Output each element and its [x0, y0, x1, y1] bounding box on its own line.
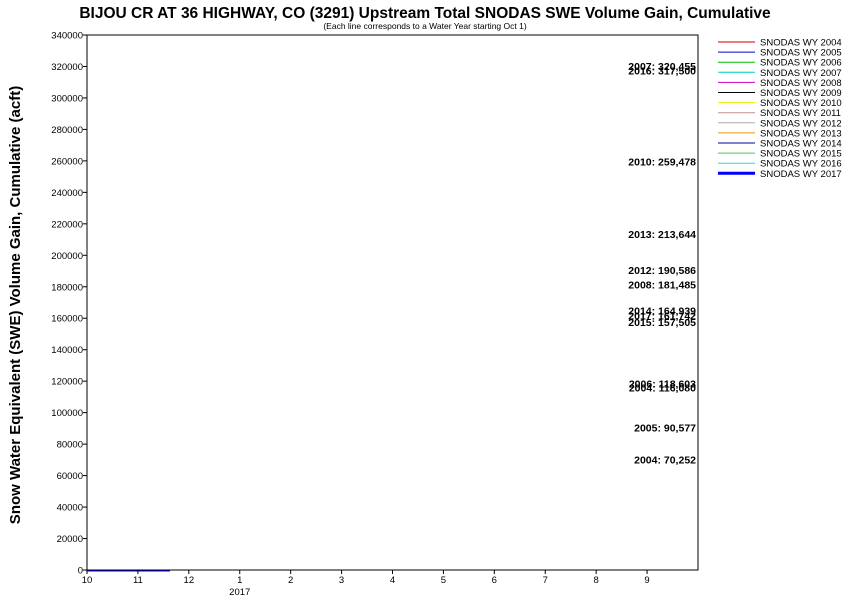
legend-entry: SNODAS WY 2007: [760, 68, 842, 79]
chart-title: BIJOU CR AT 36 HIGHWAY, CO (3291) Upstre…: [79, 5, 771, 22]
series-end-label: 2006: 118,603: [629, 378, 696, 390]
legend-entry: SNODAS WY 2009: [760, 88, 842, 99]
legend-entry: SNODAS WY 2011: [760, 108, 841, 119]
legend-entry: SNODAS WY 2017: [760, 169, 842, 180]
series-end-label: 2014: 164,939: [628, 305, 696, 317]
series-end-label: 2008: 181,485: [628, 279, 696, 291]
x-tick-label: 12: [184, 575, 195, 586]
x-tick-label: 10: [82, 575, 93, 586]
legend-entry: SNODAS WY 2012: [760, 118, 842, 129]
x-tick-label: 7: [543, 575, 548, 586]
series-end-label: 2005: 90,577: [634, 422, 696, 434]
x-tick-label: 3: [339, 575, 344, 586]
series-end-label: 2016: 317,500: [628, 65, 696, 77]
y-tick-label: 300000: [51, 93, 83, 104]
y-tick-label: 240000: [51, 188, 83, 199]
legend-entry: SNODAS WY 2010: [760, 98, 842, 109]
y-tick-label: 180000: [51, 282, 83, 293]
x-tick-label: 1: [237, 575, 242, 586]
series-end-label: 2013: 213,644: [628, 229, 696, 241]
y-tick-label: 120000: [51, 377, 83, 388]
legend-entry: SNODAS WY 2006: [760, 58, 842, 69]
legend-entry: SNODAS WY 2014: [760, 139, 842, 150]
x-tick-label: 9: [644, 575, 649, 586]
series-end-label: 2010: 259,478: [628, 157, 696, 169]
y-tick-label: 140000: [51, 345, 83, 356]
x-tick-label: 11: [133, 575, 143, 586]
x-tick-label: 8: [594, 575, 599, 586]
legend-entry: SNODAS WY 2008: [760, 78, 842, 89]
series-end-label: 2012: 190,586: [628, 265, 696, 277]
y-tick-label: 340000: [51, 31, 83, 42]
legend-entry: SNODAS WY 2015: [760, 149, 842, 160]
y-tick-label: 20000: [57, 534, 83, 545]
y-tick-label: 160000: [51, 314, 83, 325]
y-tick-label: 60000: [57, 471, 83, 482]
legend-entry: SNODAS WY 2013: [760, 128, 842, 139]
x-tick-label: 5: [441, 575, 446, 586]
series-end-label: 2017: 161,742: [628, 310, 696, 322]
legend-entry: SNODAS WY 2004: [760, 38, 842, 49]
x-tick-label: 6: [492, 575, 497, 586]
y-tick-label: 40000: [57, 503, 83, 514]
x-tick-label: 2: [288, 575, 293, 586]
plot-frame: [86, 34, 699, 571]
y-tick-label: 80000: [57, 440, 83, 451]
y-tick-label: 200000: [51, 251, 83, 262]
y-axis-label: Snow Water Equivalent (SWE) Volume Gain,…: [7, 86, 24, 524]
y-tick-label: 260000: [51, 156, 83, 167]
x-year-label: 2017: [229, 587, 250, 598]
y-tick-label: 100000: [51, 408, 83, 419]
legend-entry: SNODAS WY 2016: [760, 159, 842, 170]
x-tick-label: 4: [390, 575, 395, 586]
y-tick-label: 280000: [51, 125, 83, 136]
y-tick-label: 0: [78, 566, 83, 577]
y-tick-label: 220000: [51, 219, 83, 230]
series-end-label: 2004: 116,080: [629, 382, 696, 394]
legend-entry: SNODAS WY 2005: [760, 48, 842, 59]
series-end-label: 2015: 157,505: [628, 317, 696, 329]
series-end-label: 2007: 320,455: [628, 61, 696, 73]
y-tick-label: 320000: [51, 62, 83, 73]
chart-subtitle: (Each line corresponds to a Water Year s…: [323, 21, 526, 31]
axes: 0 20000 40000 60000 80000 100000 120000 140000 1…: [51, 31, 699, 598]
series-end-label: 2004: 70,252: [634, 454, 696, 466]
